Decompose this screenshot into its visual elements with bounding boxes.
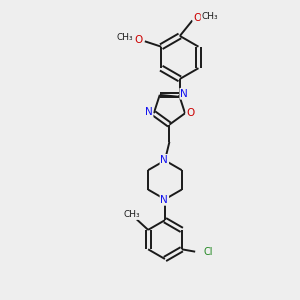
Text: N: N	[180, 89, 188, 99]
Text: O: O	[194, 13, 202, 23]
Text: O: O	[186, 108, 194, 118]
Text: CH₃: CH₃	[116, 33, 133, 42]
Text: CH₃: CH₃	[201, 12, 218, 21]
Text: CH₃: CH₃	[124, 210, 141, 219]
Text: N: N	[145, 107, 153, 117]
Text: Cl: Cl	[203, 247, 213, 257]
Text: N: N	[160, 155, 168, 165]
Text: N: N	[160, 195, 168, 205]
Text: O: O	[134, 34, 142, 44]
